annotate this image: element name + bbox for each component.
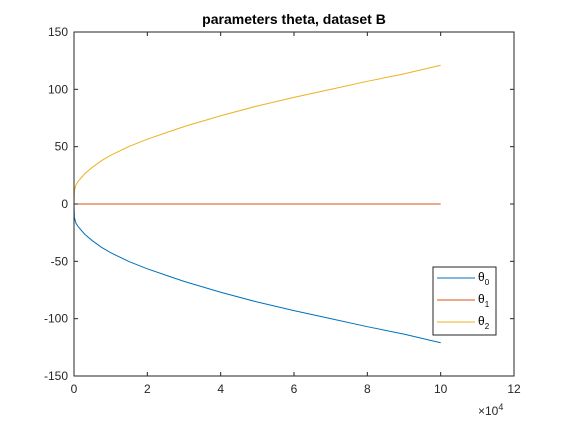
chart-title: parameters theta, dataset B (202, 11, 386, 27)
x-tick-label: 12 (507, 382, 521, 396)
y-tick-label: 100 (48, 82, 68, 96)
legend-label-subscript: 2 (485, 322, 490, 331)
x-tick-label: 10 (434, 382, 448, 396)
y-tick-label: 50 (55, 140, 69, 154)
series-line-theta2 (73, 64, 441, 205)
legend-label-symbol: θ (478, 270, 485, 284)
x-tick-label: 4 (217, 382, 224, 396)
x-tick-label: 6 (291, 382, 298, 396)
y-tick-label: -100 (44, 312, 68, 326)
legend-label-subscript: 1 (485, 300, 490, 309)
y-tick-label: -50 (51, 254, 69, 268)
legend-label-theta1: θ1 (478, 292, 490, 309)
y-tick-label: 0 (61, 197, 68, 211)
series-line-theta0 (73, 203, 441, 344)
axes (73, 31, 515, 377)
x-tick-label: 2 (144, 382, 151, 396)
legend-label-subscript: 0 (485, 278, 490, 287)
legend-label-theta0: θ0 (478, 270, 490, 287)
legend-label-theta2: θ2 (478, 314, 490, 331)
y-tick-label: -150 (44, 369, 68, 383)
x-exponent-base: ×10 (478, 404, 499, 418)
x-exponent-power: 4 (498, 402, 503, 412)
x-axis-exponent: ×104 (478, 402, 503, 418)
x-tick-label: 0 (71, 382, 78, 396)
x-tick-label: 8 (364, 382, 371, 396)
x-exponent-label: ×104 (478, 402, 503, 418)
y-tick-label: 150 (48, 25, 68, 39)
legend-label-symbol: θ (478, 292, 485, 306)
legend-label-symbol: θ (478, 314, 485, 328)
